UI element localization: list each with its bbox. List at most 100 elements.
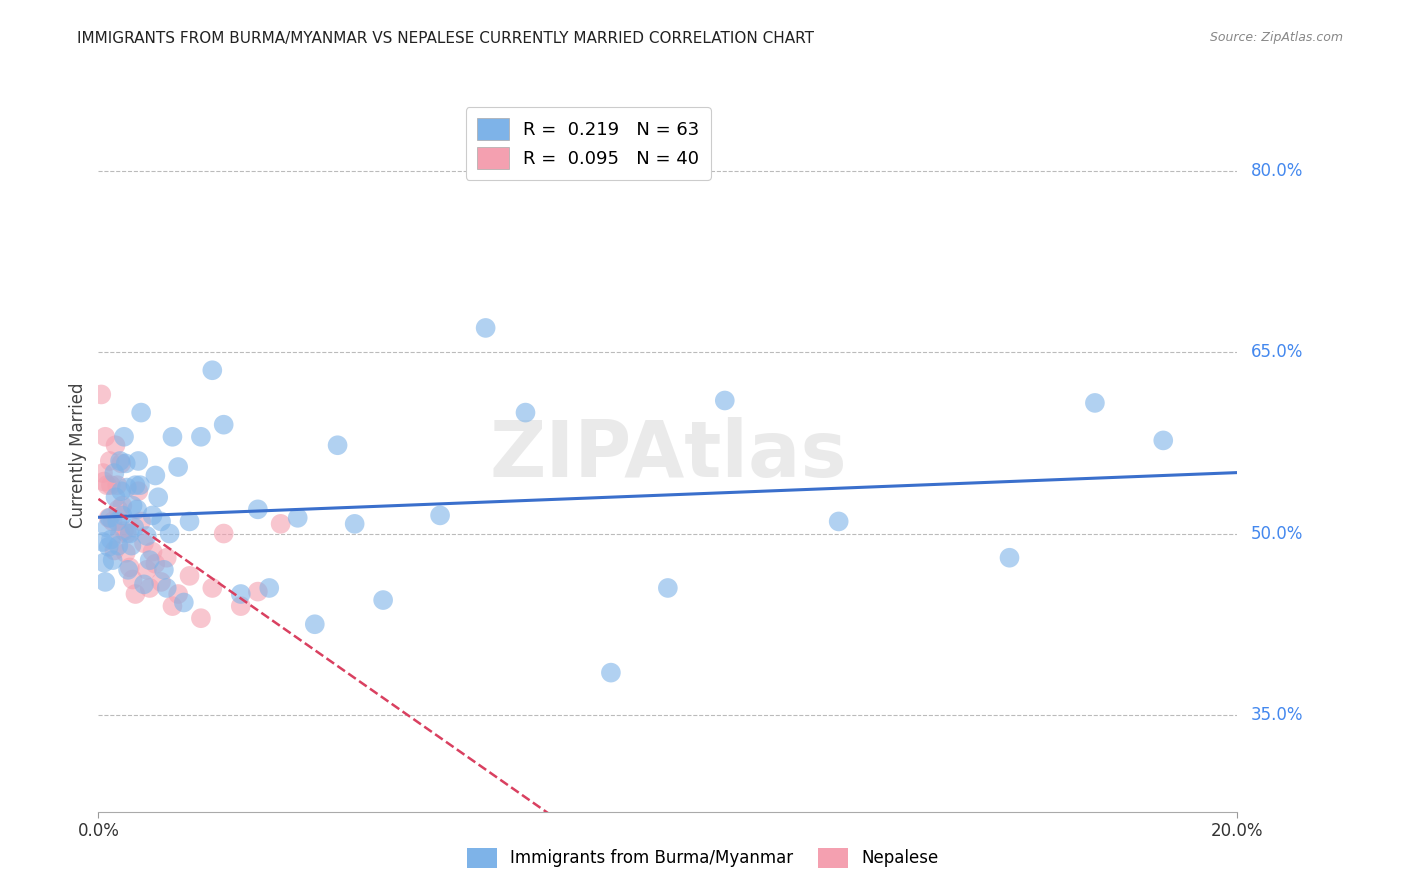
Point [190, 611, 212, 625]
Point [135, 529, 157, 543]
Point [101, 515, 124, 529]
Point [129, 406, 152, 420]
Point [201, 363, 224, 377]
Point [657, 581, 679, 595]
Point [145, 468, 167, 483]
Legend: R =  0.219   N = 63, R =  0.095   N = 40: R = 0.219 N = 63, R = 0.095 N = 40 [465, 107, 710, 180]
Point [132, 577, 155, 591]
Point [259, 581, 281, 595]
Point [107, 539, 129, 553]
Point [141, 544, 163, 558]
Point [162, 430, 184, 444]
Text: 50.0%: 50.0% [1251, 524, 1303, 542]
Point [117, 563, 139, 577]
Point [201, 581, 224, 595]
Point [138, 553, 160, 567]
Point [124, 478, 146, 492]
Point [179, 515, 201, 529]
Point [179, 569, 201, 583]
Point [600, 665, 623, 680]
Point [91, 466, 114, 480]
Point [148, 490, 170, 504]
Point [91, 535, 114, 549]
Point [326, 438, 349, 452]
Point [118, 560, 141, 574]
Point [96, 478, 118, 492]
Point [1084, 396, 1107, 410]
Point [150, 574, 173, 589]
Point [127, 484, 149, 499]
Point [110, 484, 132, 499]
Point [103, 466, 125, 480]
Point [121, 573, 143, 587]
Point [97, 540, 120, 554]
Point [229, 599, 252, 613]
Point [108, 526, 131, 541]
Point [141, 508, 163, 523]
Point [111, 508, 134, 523]
Point [94, 574, 117, 589]
Point [118, 526, 141, 541]
Point [100, 478, 122, 492]
Point [114, 456, 136, 470]
Point [714, 393, 737, 408]
Point [153, 563, 176, 577]
Point [124, 587, 146, 601]
Y-axis label: Currently Married: Currently Married [69, 382, 87, 528]
Point [515, 406, 537, 420]
Point [162, 599, 184, 613]
Point [90, 387, 112, 401]
Text: Source: ZipAtlas.com: Source: ZipAtlas.com [1209, 31, 1343, 45]
Point [135, 563, 157, 577]
Point [828, 515, 851, 529]
Text: IMMIGRANTS FROM BURMA/MYANMAR VS NEPALESE CURRENTLY MARRIED CORRELATION CHART: IMMIGRANTS FROM BURMA/MYANMAR VS NEPALES… [77, 31, 814, 46]
Point [150, 515, 173, 529]
Point [110, 456, 132, 470]
Point [246, 502, 269, 516]
Point [120, 539, 142, 553]
Point [1152, 434, 1174, 448]
Point [97, 511, 120, 525]
Point [167, 460, 190, 475]
Point [156, 581, 179, 595]
Point [229, 587, 252, 601]
Point [98, 511, 121, 525]
Point [93, 556, 115, 570]
Text: 35.0%: 35.0% [1251, 706, 1303, 724]
Point [101, 553, 124, 567]
Point [127, 454, 149, 468]
Point [998, 550, 1021, 565]
Point [129, 478, 152, 492]
Point [246, 584, 269, 599]
Point [100, 533, 122, 547]
Point [104, 490, 127, 504]
Point [156, 550, 179, 565]
Point [94, 430, 117, 444]
Point [121, 499, 143, 513]
Point [138, 581, 160, 595]
Point [167, 587, 190, 601]
Point [287, 511, 309, 525]
Point [173, 595, 195, 609]
Point [212, 526, 235, 541]
Text: 80.0%: 80.0% [1251, 161, 1303, 179]
Point [107, 502, 129, 516]
Point [212, 417, 235, 432]
Point [114, 546, 136, 560]
Point [115, 526, 138, 541]
Point [105, 478, 128, 492]
Point [127, 502, 149, 516]
Point [96, 520, 118, 534]
Point [112, 430, 135, 444]
Point [343, 516, 366, 531]
Point [98, 454, 121, 468]
Text: 65.0%: 65.0% [1251, 343, 1303, 361]
Point [112, 524, 135, 538]
Point [132, 536, 155, 550]
Point [93, 475, 115, 489]
Point [111, 499, 134, 513]
Point [145, 557, 167, 571]
Legend: Immigrants from Burma/Myanmar, Nepalese: Immigrants from Burma/Myanmar, Nepalese [460, 841, 946, 875]
Point [108, 454, 131, 468]
Point [129, 515, 152, 529]
